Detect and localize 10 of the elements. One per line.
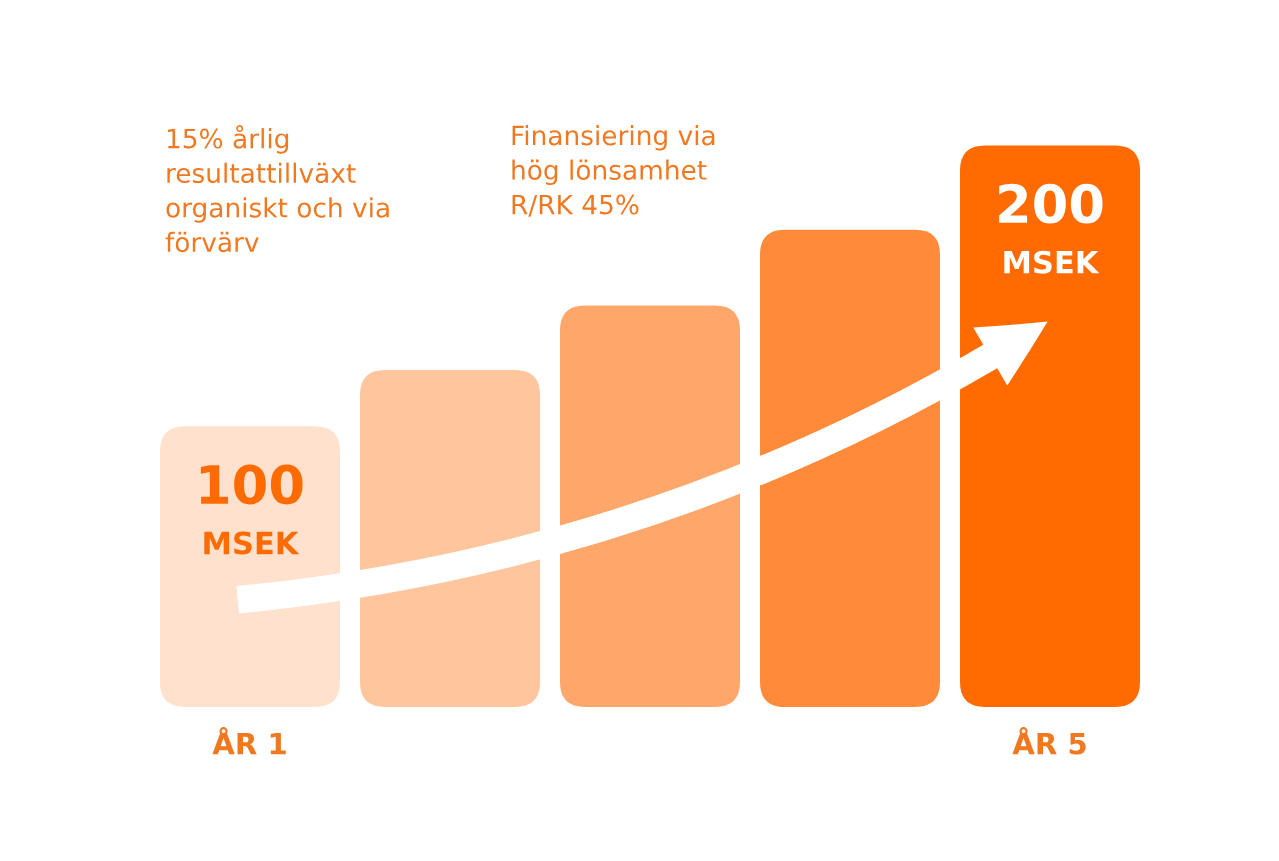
bar (760, 229, 940, 707)
bar (960, 145, 1140, 707)
x-tick-label: ÅR 1 (212, 727, 286, 755)
bar (360, 370, 540, 707)
bar (560, 305, 740, 707)
annotation: 15% årlig resultattillväxt organiskt och via förvärv (165, 125, 389, 253)
x-tick-label: ÅR 5 (1012, 727, 1086, 755)
data-label: 200 MSEK (999, 183, 1103, 274)
annotation: Finansiering via hög lönsamhet R/RK 45% (512, 125, 715, 217)
data-label: 100 MSEK (200, 464, 303, 555)
